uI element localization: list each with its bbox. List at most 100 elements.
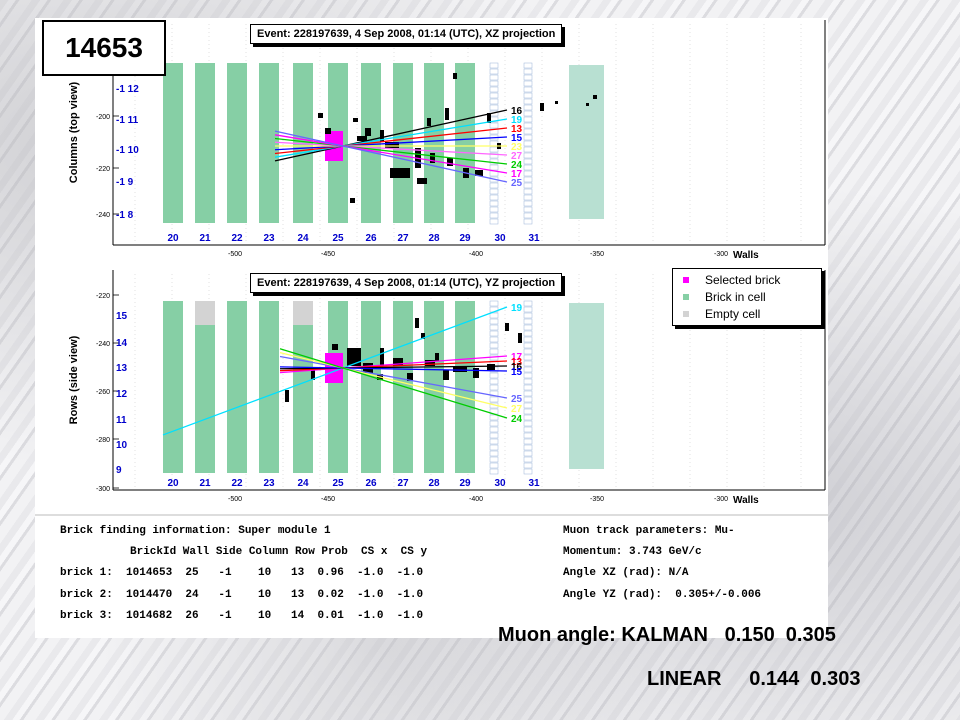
empty-wall-cell [489, 348, 499, 355]
x-tick-label: -350 [590, 496, 604, 503]
event-display-panel: Columns (top view) -200 -220 -240 20 21 22 23 24… [35, 18, 828, 638]
empty-cell [195, 301, 215, 325]
wall-label: 30 [494, 233, 506, 244]
empty-wall-cell [523, 348, 533, 355]
muon-track [274, 130, 508, 183]
brick-column [259, 63, 279, 223]
muon-momentum: Momentum: 3.743 GeV/c [563, 546, 702, 558]
track-hit [380, 348, 384, 366]
empty-wall-cell [523, 366, 533, 373]
empty-wall-cell [523, 110, 533, 117]
y-tick-label: -260 [96, 389, 110, 396]
brick-column [361, 301, 381, 473]
legend-item-brick: Brick in cell [683, 290, 766, 304]
empty-wall-cell [523, 312, 533, 319]
brick-info-row: brick 3: 1014682 26 -1 10 14 0.01 -1.0 -… [60, 610, 424, 622]
y-tick-label: -200 [96, 114, 110, 121]
empty-wall-cell [523, 176, 533, 183]
track-hit [390, 168, 410, 178]
brick-column [293, 301, 313, 473]
empty-wall-cell [489, 450, 499, 457]
track-hit [385, 142, 399, 148]
wall-label: 29 [459, 233, 471, 244]
empty-wall-cell [523, 218, 533, 225]
empty-wall-cell [523, 318, 533, 325]
track-label: 25 [511, 178, 523, 189]
x-tick-label: -300 [714, 251, 728, 258]
brick-column [293, 63, 313, 223]
brick-info-header: BrickId Wall Side Column Row Prob CS x C… [130, 546, 428, 558]
track-label: 15 [511, 133, 523, 144]
empty-wall-cell [489, 432, 499, 439]
track-label: 23 [511, 142, 523, 153]
brick-column [393, 301, 413, 473]
row-label: -1 11 [116, 115, 139, 126]
empty-wall-cell [523, 206, 533, 213]
empty-wall-cell [523, 306, 533, 313]
run-number-box: 14653 [42, 20, 166, 76]
y-axis-label: Columns (top view) [68, 81, 80, 183]
row-label: -1 8 [116, 210, 134, 221]
muon-track [274, 127, 508, 155]
muon-track [279, 348, 508, 419]
y-tick-label: -240 [96, 212, 110, 219]
track-label: 25 [511, 394, 523, 405]
x-tick-label: -300 [714, 496, 728, 503]
empty-wall-cell [523, 336, 533, 343]
brick-column [424, 63, 444, 223]
empty-wall-cell [523, 468, 533, 475]
y-tick-label: -280 [96, 437, 110, 444]
brick-column [195, 63, 215, 223]
empty-wall-cell [489, 146, 499, 153]
empty-wall-cell [489, 462, 499, 469]
empty-wall-cell [489, 336, 499, 343]
wall-label: 28 [428, 478, 440, 489]
empty-wall-cell [489, 212, 499, 219]
empty-wall-cell [523, 390, 533, 397]
track-label: 19 [511, 115, 523, 126]
empty-wall-cell [489, 188, 499, 195]
empty-wall-cell [523, 420, 533, 427]
track-label: 13 [511, 124, 523, 135]
row-label: -1 9 [116, 177, 134, 188]
empty-wall-cell [489, 206, 499, 213]
empty-wall-cell [489, 218, 499, 225]
empty-wall-cell [489, 62, 499, 69]
legend-label-brick: Brick in cell [705, 290, 766, 304]
empty-wall-cell [523, 104, 533, 111]
legend-swatch-brick [683, 294, 689, 300]
wall-label: 27 [397, 233, 409, 244]
empty-wall-cell [523, 444, 533, 451]
target-tracker-block [569, 303, 604, 469]
track-hit [318, 113, 323, 118]
y-tick-label: -240 [96, 341, 110, 348]
legend-item-selected: Selected brick [683, 273, 780, 287]
empty-wall-cell [489, 182, 499, 189]
empty-wall-cell [523, 158, 533, 165]
track-hit [487, 113, 491, 123]
empty-wall-cell [523, 68, 533, 75]
track-hit [365, 128, 371, 136]
wall-label: 20 [167, 233, 179, 244]
empty-wall-cell [523, 80, 533, 87]
empty-wall-cell [489, 92, 499, 99]
track-hit [505, 323, 509, 331]
empty-wall-cell [523, 402, 533, 409]
empty-wall-cell [489, 194, 499, 201]
empty-wall-cell [523, 354, 533, 361]
track-hit [487, 364, 495, 370]
wall-label: 20 [167, 478, 179, 489]
empty-cell [293, 301, 313, 325]
row-label: 11 [116, 415, 127, 426]
track-hit [473, 368, 479, 378]
empty-wall-cell [523, 342, 533, 349]
empty-wall-cell [489, 86, 499, 93]
empty-wall-cell [523, 456, 533, 463]
empty-wall-cell [489, 80, 499, 87]
track-label: 24 [511, 160, 523, 171]
muon-track [279, 360, 508, 372]
empty-wall-cell [489, 420, 499, 427]
track-hit [285, 390, 289, 402]
track-hit [445, 108, 449, 120]
empty-wall-cell [489, 414, 499, 421]
